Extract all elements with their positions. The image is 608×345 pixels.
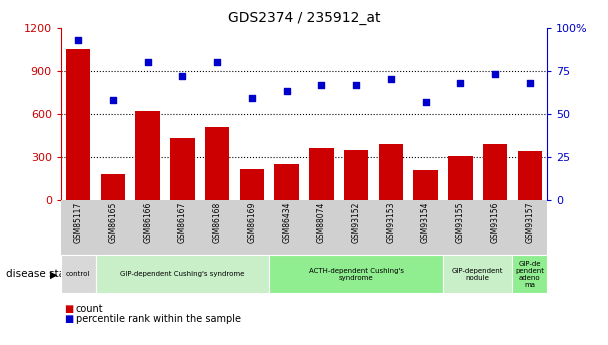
Bar <box>66 49 91 200</box>
Point <box>247 96 257 101</box>
Point <box>74 37 83 42</box>
Text: GSM86434: GSM86434 <box>282 202 291 243</box>
Point <box>351 82 361 87</box>
Point <box>525 80 534 86</box>
Point <box>317 82 326 87</box>
Text: ■: ■ <box>64 314 73 324</box>
Bar <box>483 144 507 200</box>
Bar <box>240 169 264 200</box>
Text: ■: ■ <box>64 304 73 314</box>
Text: GSM93157: GSM93157 <box>525 202 534 243</box>
Bar <box>344 150 368 200</box>
Text: GSM86169: GSM86169 <box>247 202 257 243</box>
Point <box>143 59 153 65</box>
Point <box>212 59 222 65</box>
Bar <box>205 127 229 200</box>
Text: GSM93152: GSM93152 <box>351 202 361 243</box>
Point <box>178 73 187 79</box>
Point <box>386 77 396 82</box>
Title: GDS2374 / 235912_at: GDS2374 / 235912_at <box>228 11 380 25</box>
Text: GSM93154: GSM93154 <box>421 202 430 243</box>
Text: GSM86166: GSM86166 <box>143 202 152 243</box>
Bar <box>170 138 195 200</box>
Point <box>455 80 465 86</box>
Point <box>421 99 430 105</box>
Text: GIP-dependent Cushing's syndrome: GIP-dependent Cushing's syndrome <box>120 271 244 277</box>
Text: GSM86168: GSM86168 <box>213 202 222 243</box>
Bar <box>379 144 403 200</box>
Bar <box>274 164 299 200</box>
Text: GSM88074: GSM88074 <box>317 202 326 243</box>
Text: control: control <box>66 271 91 277</box>
Bar <box>517 151 542 200</box>
Text: GIP-dependent
nodule: GIP-dependent nodule <box>452 268 503 281</box>
Text: GSM93153: GSM93153 <box>386 202 395 243</box>
Bar <box>101 174 125 200</box>
Point <box>490 71 500 77</box>
Bar <box>136 111 160 200</box>
Text: GSM86165: GSM86165 <box>108 202 117 243</box>
Text: GIP-de
pendent
adeno
ma: GIP-de pendent adeno ma <box>516 261 544 288</box>
Bar <box>413 170 438 200</box>
Text: count: count <box>76 304 103 314</box>
Text: GSM85117: GSM85117 <box>74 202 83 243</box>
Text: ▶: ▶ <box>50 269 58 279</box>
Text: GSM86167: GSM86167 <box>178 202 187 243</box>
Bar <box>448 156 472 200</box>
Text: GSM93156: GSM93156 <box>491 202 500 243</box>
Text: ACTH-dependent Cushing's
syndrome: ACTH-dependent Cushing's syndrome <box>309 268 404 281</box>
Point <box>282 89 291 94</box>
Text: disease state: disease state <box>6 269 75 279</box>
Bar <box>309 148 334 200</box>
Point <box>108 97 118 103</box>
Text: GSM93155: GSM93155 <box>456 202 465 243</box>
Text: percentile rank within the sample: percentile rank within the sample <box>76 314 241 324</box>
